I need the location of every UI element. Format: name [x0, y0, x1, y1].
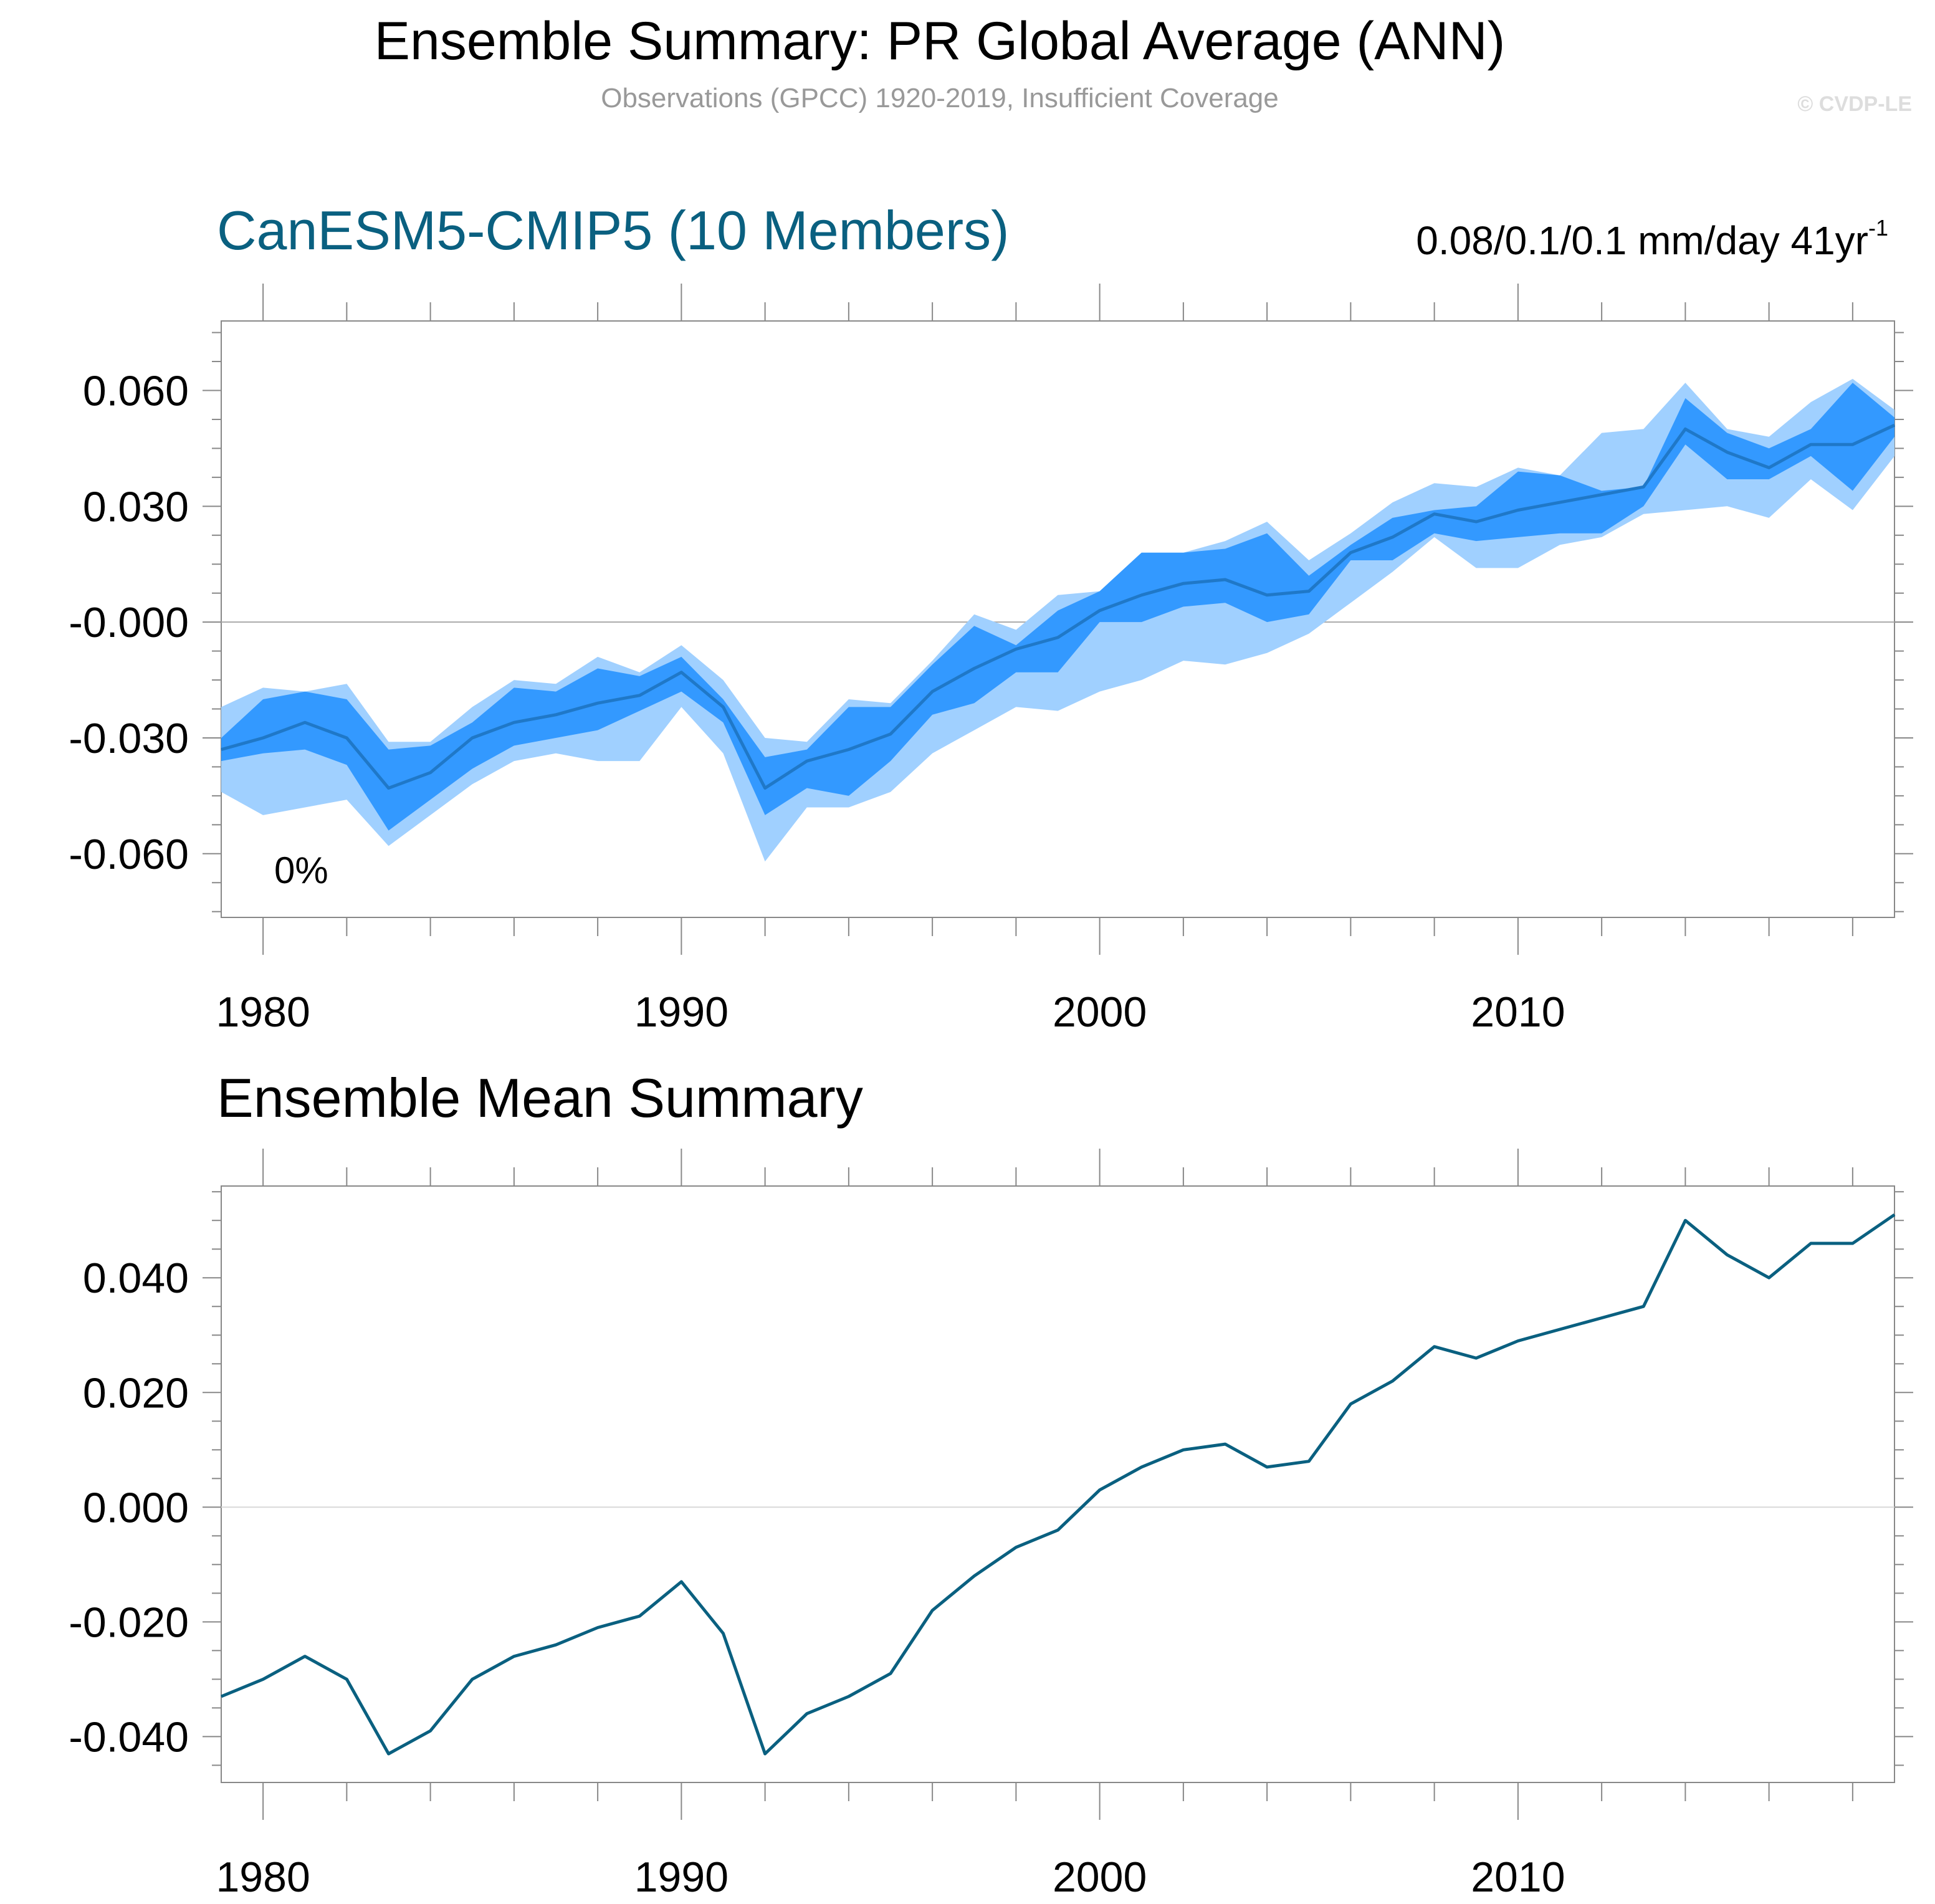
top-mean-point — [430, 772, 431, 773]
top-mean-point — [221, 749, 222, 750]
top-mean-point — [555, 714, 557, 715]
top-x-tick-label: 2010 — [1471, 988, 1565, 1036]
bottom-y-tick-label: 0.020 — [83, 1369, 189, 1417]
bottom-x-tick-label: 1990 — [634, 1854, 729, 1901]
bottom-mean-point — [1392, 1380, 1393, 1382]
top-mean-point — [1852, 444, 1853, 445]
bottom-mean-point — [1225, 1443, 1226, 1445]
trend-label-text: 0.08/0.1/0.1 mm/day 41yr — [1416, 218, 1868, 263]
figure-title: Ensemble Summary: PR Global Average (ANN… — [375, 11, 1506, 71]
bottom-x-tick-label: 2010 — [1471, 1854, 1565, 1901]
bottom-y-tick-label: -0.040 — [69, 1713, 189, 1761]
bottom-mean-point — [806, 1713, 808, 1715]
bottom-x-tick-label: 1980 — [216, 1854, 310, 1901]
bottom-mean-point — [1643, 1306, 1644, 1307]
top-panel: 0.060 0.030 -0.000 -0.030 -0.060 1980 1990 2000… — [69, 284, 1913, 1036]
bottom-mean-point — [681, 1581, 682, 1582]
bottom-mean-point — [723, 1633, 724, 1634]
top-mean-point — [639, 695, 640, 696]
top-x-tick-label: 1980 — [216, 988, 310, 1036]
bottom-mean-point — [1810, 1243, 1812, 1244]
bottom-panel-title: Ensemble Mean Summary — [217, 1067, 863, 1129]
top-annotation: 0% — [274, 849, 328, 891]
bottom-x-tick-label: 2000 — [1053, 1854, 1147, 1901]
top-mean-point — [262, 737, 264, 739]
trend-label-superscript: -1 — [1868, 215, 1888, 241]
bottom-mean-point — [1684, 1220, 1686, 1221]
top-x-tick-label: 2000 — [1053, 988, 1147, 1036]
top-mean-point — [1099, 610, 1101, 611]
top-y-tick-label: 0.060 — [83, 367, 189, 414]
top-y-tick-label: 0.030 — [83, 483, 189, 530]
bottom-y-tick-label: 0.000 — [83, 1484, 189, 1531]
bottom-mean-point — [346, 1678, 347, 1680]
bottom-mean-point — [388, 1753, 389, 1754]
copyright-label: © CVDP-LE — [1797, 92, 1912, 116]
figure-subtitle: Observations (GPCC) 1920-2019, Insuffici… — [601, 83, 1279, 113]
top-y-tick-label: -0.060 — [69, 831, 189, 878]
top-mean-point — [973, 667, 975, 669]
top-mean-point — [1894, 424, 1895, 426]
top-mean-point — [1810, 444, 1812, 445]
bottom-y-tick-label: 0.040 — [83, 1255, 189, 1302]
top-panel-title: CanESM5-CMIP5 (10 Members) — [217, 199, 1009, 261]
bottom-mean-point — [1141, 1466, 1142, 1468]
bottom-mean-point — [639, 1615, 640, 1617]
bottom-mean-point — [1434, 1346, 1435, 1347]
bottom-mean-point — [262, 1678, 264, 1680]
trend-label: 0.08/0.1/0.1 mm/day 41yr-1 — [1416, 215, 1888, 263]
bottom-mean-line — [221, 1213, 1896, 1756]
top-plot-frame — [221, 320, 1895, 918]
top-y-tick-label: -0.000 — [69, 599, 189, 646]
top-x-tick-label: 1990 — [634, 988, 729, 1036]
top-mean-point — [1350, 552, 1351, 553]
top-mean-point — [346, 737, 347, 739]
bottom-panel: 0.040 0.020 0.000 -0.020 -0.040 1980 1990 2000 2… — [69, 1149, 1913, 1901]
bottom-mean-point — [1266, 1466, 1268, 1468]
top-y-tick-label: -0.030 — [69, 715, 189, 762]
top-mean-point — [806, 760, 808, 762]
bottom-plot-frame — [221, 1185, 1895, 1783]
top-mean-point — [848, 749, 849, 750]
top-mean-point — [932, 691, 933, 692]
bottom-mean-point — [1852, 1243, 1853, 1244]
bottom-y-tick-label: -0.020 — [69, 1599, 189, 1646]
